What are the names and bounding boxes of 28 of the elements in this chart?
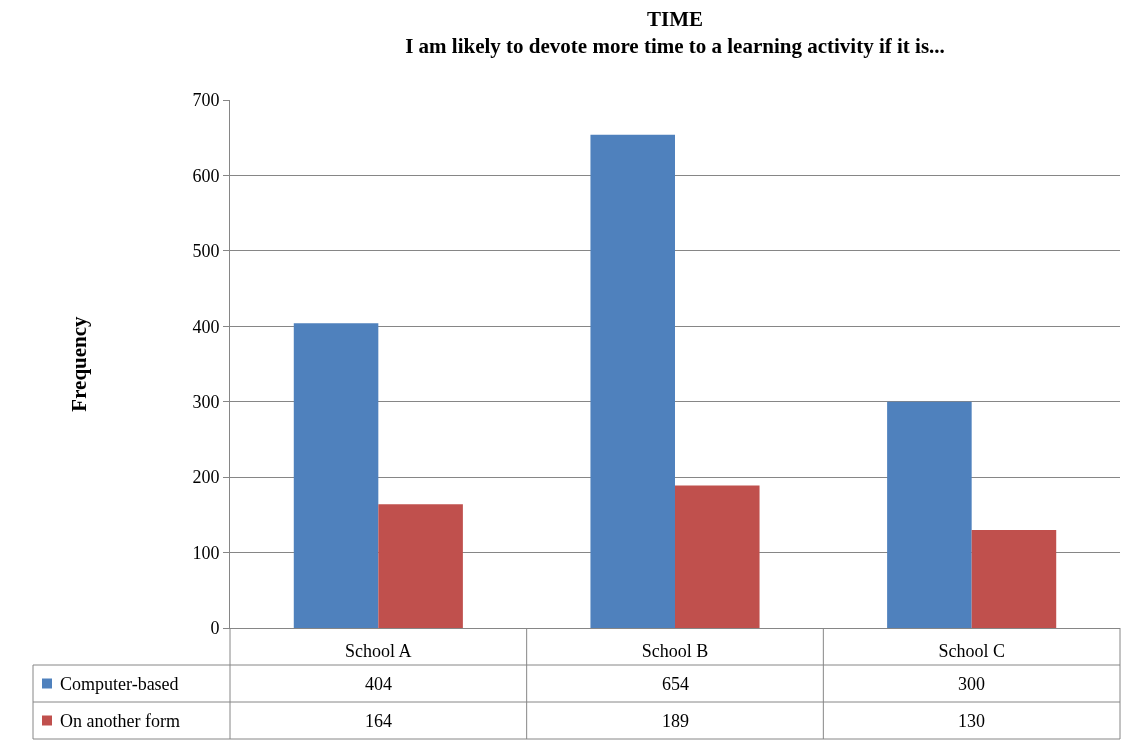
y-tick-label: 300 xyxy=(192,392,220,413)
chart-subtitle: I am likely to devote more time to a learning activity if it is... xyxy=(405,34,945,59)
y-axis-title: Frequency xyxy=(66,315,91,412)
x-tick-label: School C xyxy=(938,640,1005,661)
bar xyxy=(378,504,463,628)
bar xyxy=(590,134,675,628)
y-tick-label: 700 xyxy=(192,90,220,111)
chart-title: TIME xyxy=(646,6,704,31)
y-tick-label: 200 xyxy=(192,467,220,488)
bar xyxy=(293,323,379,628)
y-tick-label: 100 xyxy=(192,542,220,563)
bar xyxy=(971,529,1057,628)
data-label: 164 xyxy=(365,711,392,731)
y-tick-label: 500 xyxy=(192,241,220,262)
y-tick-label: 0 xyxy=(210,618,220,639)
bar xyxy=(887,401,972,628)
data-label: 130 xyxy=(958,711,985,731)
legend-label: On another form xyxy=(60,711,180,731)
data-label: 300 xyxy=(958,674,985,694)
data-label: 404 xyxy=(365,674,392,694)
legend-label: Computer-based xyxy=(60,674,179,694)
y-tick-label: 600 xyxy=(192,165,220,186)
x-tick-label: School B xyxy=(641,640,709,661)
bar xyxy=(675,485,760,628)
data-label: 189 xyxy=(662,711,689,731)
x-tick-label: School A xyxy=(345,640,412,661)
data-label: 654 xyxy=(662,674,689,694)
y-tick-label: 400 xyxy=(192,316,220,337)
